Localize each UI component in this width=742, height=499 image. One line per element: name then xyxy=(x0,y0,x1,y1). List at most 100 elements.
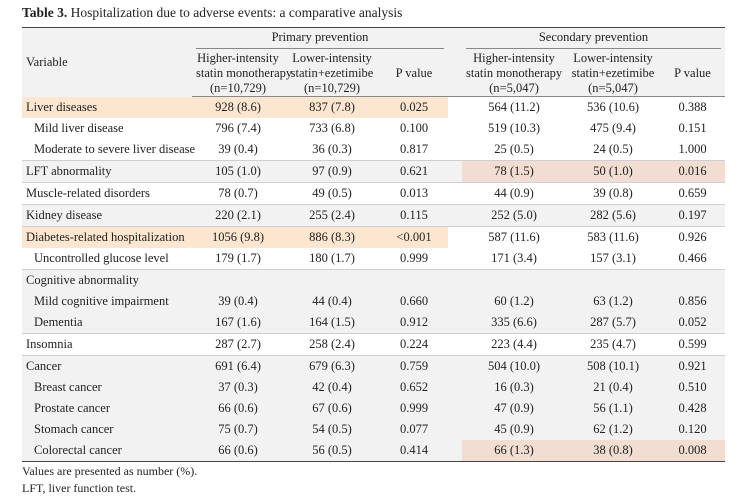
cell-value: 0.660 xyxy=(380,291,448,312)
cell-value: 171 (3.4) xyxy=(491,251,537,265)
spacer xyxy=(448,27,462,50)
cell-value: 287 (2.7) xyxy=(192,333,284,356)
cell-value: 0.926 xyxy=(660,226,726,248)
column-header: Higher-intensity statin monotherapy (n=5,0… xyxy=(462,50,566,97)
cell-empty xyxy=(284,269,380,291)
cell-value: 796 (7.4) xyxy=(215,121,261,135)
footnote: LFT, liver function test. xyxy=(22,481,137,495)
cell-value: 504 (10.0) xyxy=(462,355,566,377)
row-label: Mild liver disease xyxy=(34,121,124,135)
spacer xyxy=(448,139,462,161)
cell-value: 475 (9.4) xyxy=(590,121,636,135)
column-header: P value xyxy=(380,50,448,97)
row-label: Moderate to severe liver disease xyxy=(34,142,196,156)
cell-value: 39 (0.4) xyxy=(192,291,284,312)
row-label: Mild cognitive impairment xyxy=(22,291,192,312)
cell-value: 0.912 xyxy=(380,312,448,334)
column-header-line: Lower-intensity xyxy=(573,50,653,65)
cell-value: 66 (0.6) xyxy=(192,440,284,462)
cell-value: 886 (8.3) xyxy=(284,226,380,248)
spacer xyxy=(448,440,462,462)
group-row: Muscle-related disorders 78 (0.7) 49 (0.5)… xyxy=(22,182,726,205)
sub-row: Moderate to severe liver disease 39 (0.4)… xyxy=(22,139,725,161)
cell-value: 0.115 xyxy=(380,204,448,227)
spacer xyxy=(448,291,462,312)
row-label: Kidney disease xyxy=(22,204,192,227)
spacer xyxy=(448,269,462,291)
cell-value: 258 (2.4) xyxy=(284,333,380,356)
column-header-line: Higher-intensity xyxy=(473,50,555,65)
column-header-line: Higher-intensity xyxy=(197,50,279,65)
results-table: Variable Primary prevention Secondary pr… xyxy=(22,27,726,462)
cell-value: 0.759 xyxy=(380,355,448,377)
sub-row: Prostate cancer 66 (0.6) 67 (0.6) 0.999 47 (… xyxy=(22,398,726,419)
cell-value: 0.100 xyxy=(399,121,429,135)
cell-value: 583 (11.6) xyxy=(566,226,660,248)
sub-row: Mild cognitive impairment 39 (0.4) 44 (0.4… xyxy=(22,291,726,312)
sub-row: Breast cancer 37 (0.3) 42 (0.4) 0.652 16 (0.… xyxy=(22,377,726,398)
cell-value: 37 (0.3) xyxy=(192,377,284,398)
column-header-line: statin+ezetimibe xyxy=(290,65,374,80)
cell-value: 519 (10.3) xyxy=(487,121,541,135)
cell-value: 0.052 xyxy=(660,312,726,334)
sub-row: Uncontrolled glucose level 179 (1.7) 180 (… xyxy=(22,248,725,270)
cell-value: 56 (0.5) xyxy=(284,440,380,462)
cell-empty xyxy=(380,269,448,291)
spacer xyxy=(448,204,462,227)
table-label: Table 3. xyxy=(22,5,68,20)
group-row: Cancer 691 (6.4) 679 (6.3) 0.759 504 (10.0) 5… xyxy=(22,355,726,377)
cell-value: 39 (0.4) xyxy=(218,142,258,156)
spacer xyxy=(448,97,462,119)
spacer xyxy=(448,160,462,183)
cell-value: 67 (0.6) xyxy=(284,398,380,419)
cell-value: 0.659 xyxy=(660,182,726,205)
group-row: Diabetes-related hospitalization 1056 (9.… xyxy=(22,226,726,248)
row-label: Cognitive abnormality xyxy=(22,269,192,291)
sub-row: Dementia 167 (1.6) 164 (1.5) 0.912 335 (6.6)… xyxy=(22,312,726,334)
column-header-line: statin monotherapy xyxy=(196,65,293,80)
group-header: Secondary prevention xyxy=(462,27,726,50)
row-label: Insomnia xyxy=(22,333,192,356)
cell-value: 63 (1.2) xyxy=(566,291,660,312)
cell-value: 0.817 xyxy=(399,142,429,156)
cell-value: 0.388 xyxy=(678,100,707,114)
cell-value: 0.414 xyxy=(380,440,448,462)
variable-header: Variable xyxy=(22,27,192,97)
column-header-line: (n=5,047) xyxy=(588,80,638,95)
row-label: Muscle-related disorders xyxy=(22,182,192,205)
row-label: Colorectal cancer xyxy=(22,440,192,462)
cell-value: 0.077 xyxy=(380,419,448,440)
cell-value: 164 (1.5) xyxy=(284,312,380,334)
spacer xyxy=(448,248,462,270)
cell-value: 691 (6.4) xyxy=(192,355,284,377)
cell-value: 0.016 xyxy=(660,160,726,183)
group-header-text: Primary prevention xyxy=(196,30,444,49)
cell-value: 0.621 xyxy=(380,160,448,183)
cell-empty xyxy=(192,269,284,291)
cell-value: 0.120 xyxy=(660,419,726,440)
cell-value: 837 (7.8) xyxy=(284,96,380,118)
group-row: Cognitive abnormality xyxy=(22,269,726,291)
cell-value: 50 (1.0) xyxy=(566,160,660,183)
cell-value: 0.999 xyxy=(399,251,429,265)
sub-row: Mild liver disease 796 (7.4) 733 (6.8) 0.10… xyxy=(22,118,725,139)
cell-value: 78 (0.7) xyxy=(192,182,284,205)
spacer xyxy=(448,419,462,440)
cell-value: 39 (0.8) xyxy=(566,182,660,205)
column-header-line: (n=10,729) xyxy=(210,80,266,95)
cell-value: 587 (11.6) xyxy=(462,226,566,248)
cell-value: 564 (11.2) xyxy=(488,100,540,114)
cell-value: 38 (0.8) xyxy=(566,440,660,462)
spacer xyxy=(448,398,462,419)
row-label: Prostate cancer xyxy=(22,398,192,419)
cell-value: 42 (0.4) xyxy=(284,377,380,398)
sub-row: Colorectal cancer 66 (0.6) 56 (0.5) 0.414 66… xyxy=(22,440,726,462)
cell-value: 47 (0.9) xyxy=(462,398,566,419)
cell-value: 1056 (9.8) xyxy=(192,226,284,248)
row-label: Breast cancer xyxy=(22,377,192,398)
column-header: Lower-intensity statin+ezetimibe (n=10,729… xyxy=(284,50,380,97)
cell-value: 0.510 xyxy=(660,377,726,398)
footnote: Values are presented as number (%). xyxy=(22,464,198,478)
cell-value: 1.000 xyxy=(678,142,707,156)
